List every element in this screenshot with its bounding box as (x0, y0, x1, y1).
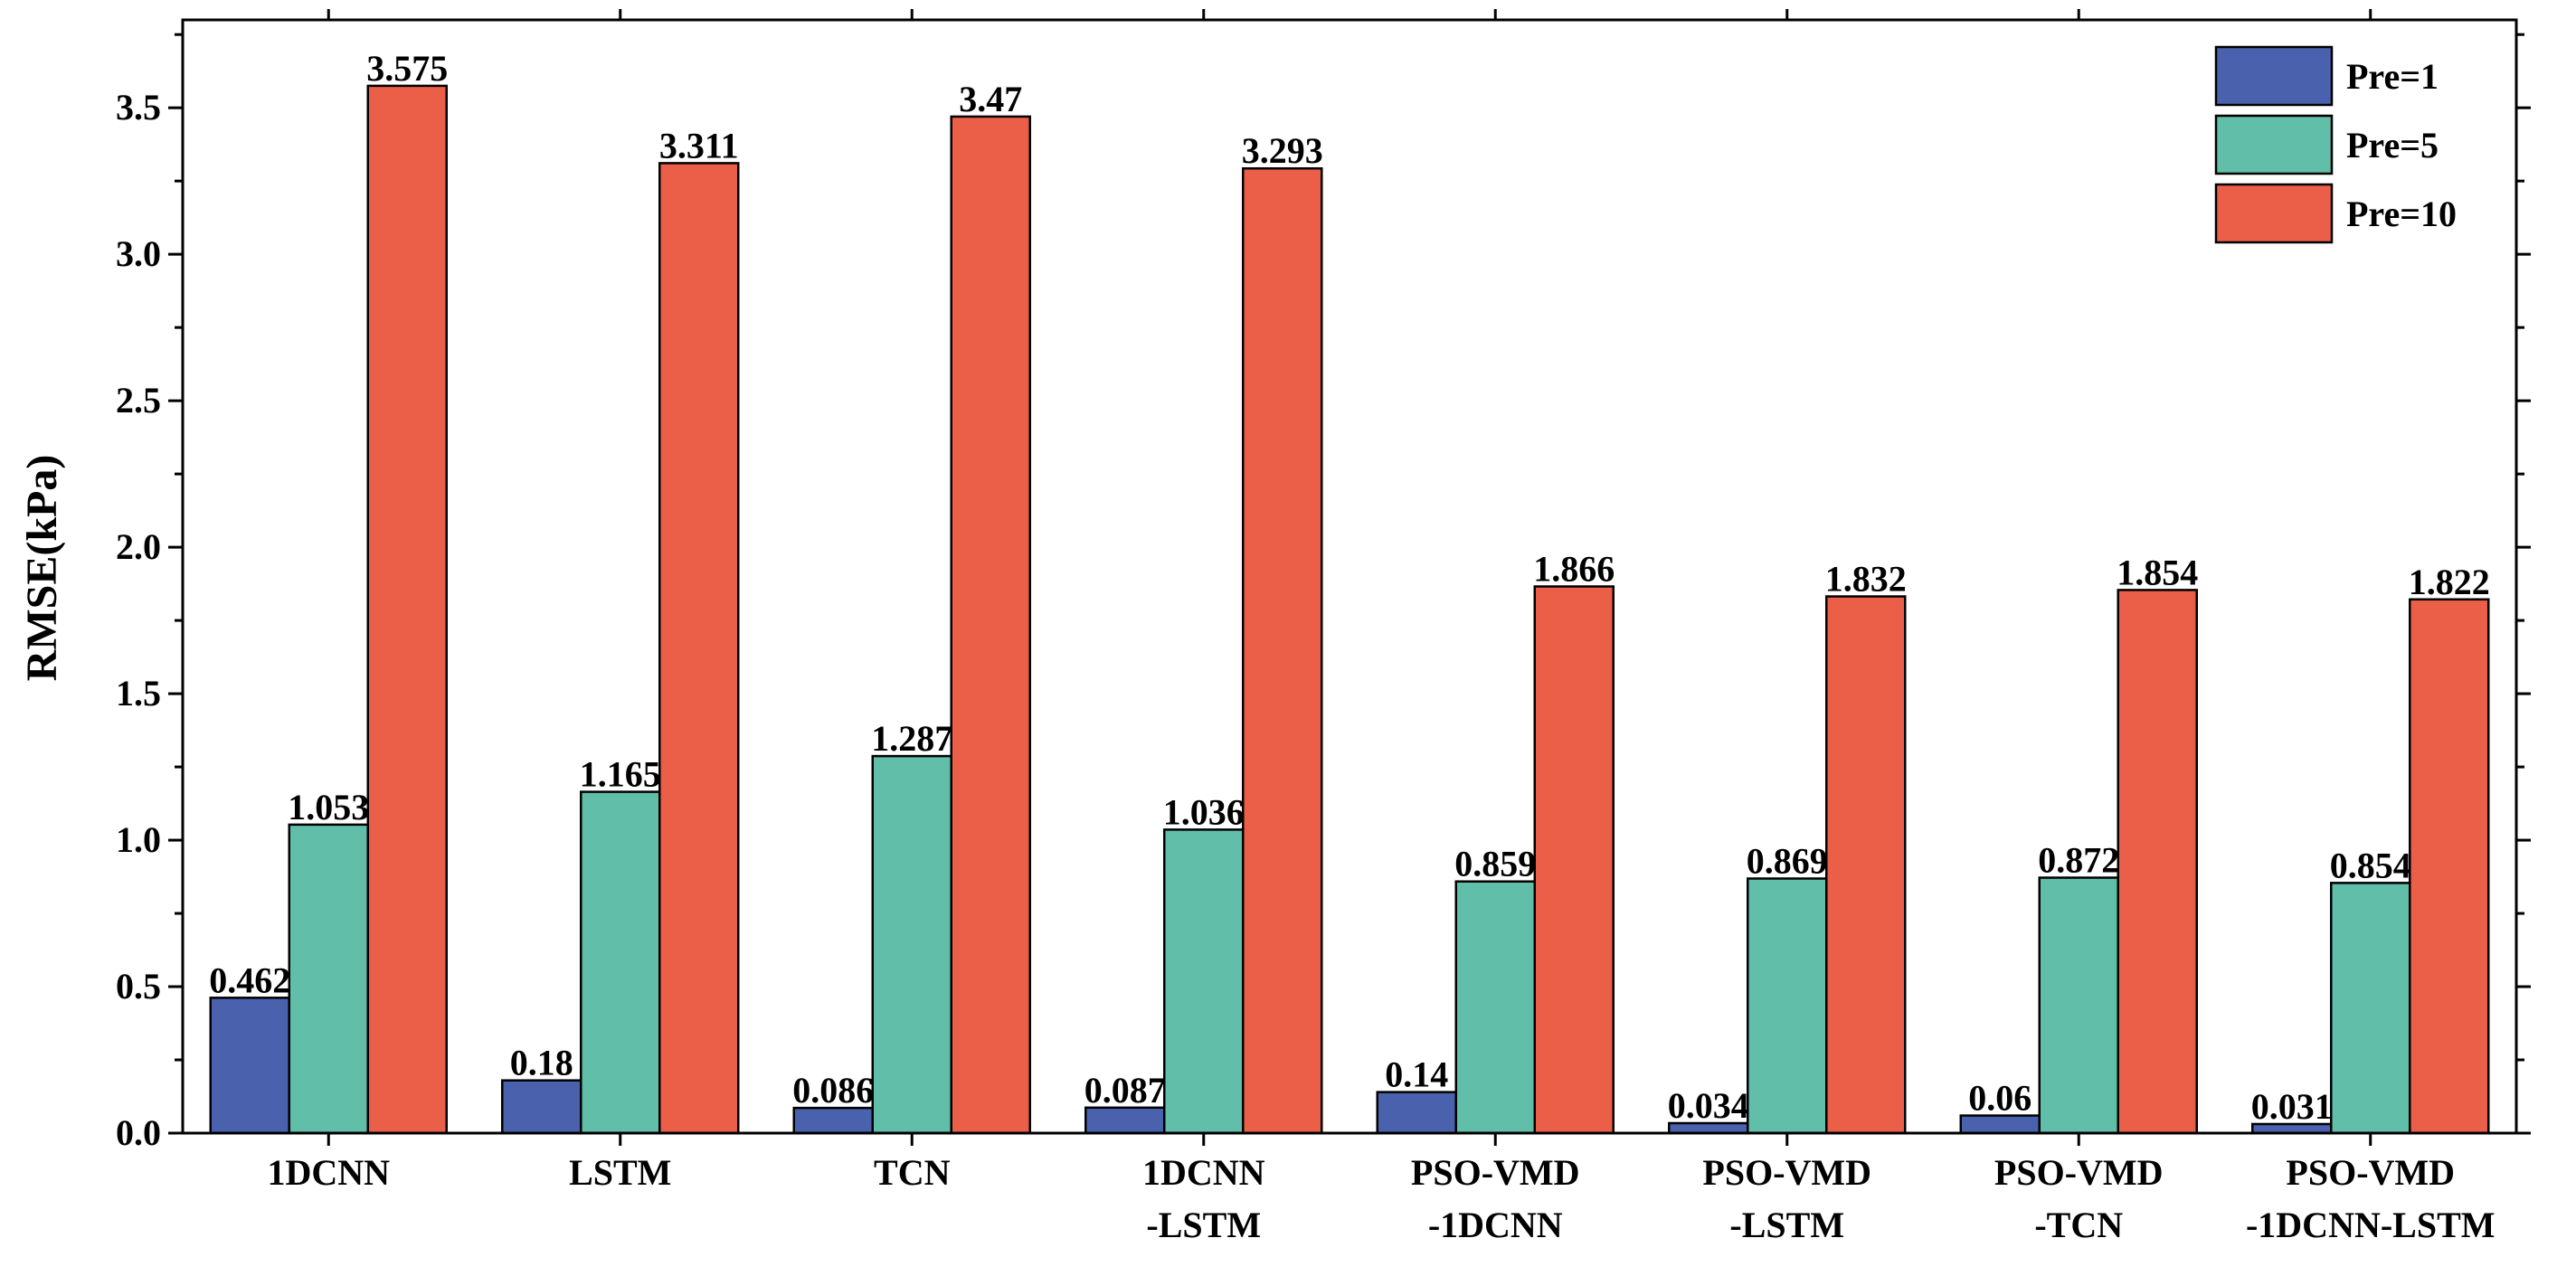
data-label-pre1-3: 0.086 (792, 1070, 874, 1111)
legend-swatch-2 (2214, 114, 2334, 175)
y-tick-label-5: 2.0 (116, 526, 161, 567)
data-label-pre10-5: 1.866 (1533, 549, 1615, 590)
data-label-pre10-1: 3.575 (366, 48, 448, 89)
bars-group (209, 84, 2490, 1135)
bar-pre5-3 (871, 754, 952, 1135)
data-label-pre5-3: 1.287 (871, 718, 952, 759)
bar-pre10-7 (2117, 589, 2198, 1135)
data-label-pre10-7: 1.854 (2117, 552, 2198, 592)
data-label-pre10-8: 1.822 (2409, 562, 2490, 602)
x-category-label-line: -TCN (2034, 1205, 2123, 1245)
data-label-pre1-2: 0.18 (510, 1043, 573, 1083)
x-category-label-line: 1DCNN (1142, 1152, 1265, 1193)
data-label-pre5-1: 1.053 (288, 787, 369, 827)
y-tick-label-7: 3.0 (116, 233, 161, 274)
x-category-label-line: -LSTM (1146, 1205, 1261, 1245)
x-category-label-7: PSO-VMD -TCN (1994, 1152, 2164, 1245)
x-category-label-3: TCN (874, 1152, 951, 1193)
x-category-label-line: -LSTM (1729, 1205, 1844, 1245)
x-category-label-line: PSO-VMD (2286, 1152, 2455, 1193)
x-category-label-line: 1DCNN (267, 1152, 390, 1193)
data-label-pre1-6: 0.034 (1668, 1085, 1749, 1126)
legend-swatch-1 (2214, 45, 2334, 107)
bar-pre5-6 (1747, 877, 1828, 1135)
data-label-pre1-8: 0.031 (2251, 1086, 2333, 1127)
y-tick-label-4: 1.5 (116, 673, 161, 714)
data-label-pre1-1: 0.462 (209, 959, 290, 1000)
bar-pre10-3 (950, 115, 1031, 1135)
x-category-label-8: PSO-VMD -1DCNN-LSTM (2246, 1152, 2496, 1245)
plot-frame (181, 18, 2518, 1135)
bar-pre5-4 (1163, 828, 1245, 1135)
y-axis-title: RMSE(kPa) (18, 455, 66, 682)
x-category-label-line: PSO-VMD (1411, 1152, 1580, 1193)
bar-pre10-1 (366, 84, 448, 1135)
x-category-label-line: -1DCNN (1428, 1205, 1563, 1245)
x-category-label-5: PSO-VMD -1DCNN (1411, 1152, 1580, 1245)
legend-label-1: Pre=1 (2346, 56, 2439, 97)
data-label-pre5-2: 1.165 (580, 754, 661, 795)
legend-label-2: Pre=5 (2346, 125, 2439, 165)
x-category-label-6: PSO-VMD -LSTM (1702, 1152, 1871, 1245)
data-label-pre5-6: 0.869 (1747, 840, 1828, 881)
y-tick-label-8: 3.5 (116, 87, 161, 128)
bar-pre5-5 (1454, 880, 1536, 1135)
legend-label-3: Pre=10 (2346, 194, 2457, 234)
y-tick-label-3: 1.0 (116, 819, 161, 860)
data-labels-group: 0.462 0.18 0.086 0.087 0.14 0.034 0.06 0.031 1.0… (209, 48, 2490, 1127)
bar-pre10-8 (2409, 598, 2490, 1135)
bar-pre10-6 (1825, 595, 1907, 1135)
data-label-pre10-6: 1.832 (1825, 559, 1907, 600)
bar-pre10-5 (1533, 585, 1615, 1135)
bar-pre1-1 (209, 997, 290, 1135)
y-tick-label-1: 0.0 (116, 1112, 161, 1153)
data-label-pre5-5: 0.859 (1454, 844, 1536, 884)
bar-pre5-2 (580, 790, 661, 1135)
data-label-pre10-3: 3.47 (959, 79, 1022, 119)
data-label-pre1-5: 0.14 (1385, 1054, 1448, 1095)
bar-pre10-4 (1242, 166, 1323, 1135)
x-category-label-1: 1DCNN (267, 1152, 390, 1193)
x-category-label-2: LSTM (569, 1152, 671, 1193)
x-category-label-line: PSO-VMD (1994, 1152, 2164, 1193)
bar-pre1-5 (1376, 1091, 1457, 1135)
x-category-label-line: -1DCNN-LSTM (2246, 1205, 2496, 1245)
bar-pre1-4 (1084, 1106, 1166, 1135)
data-label-pre5-7: 0.872 (2038, 840, 2119, 881)
data-label-pre5-8: 0.854 (2330, 845, 2411, 885)
axes-group (181, 9, 2518, 1146)
bar-pre1-3 (792, 1106, 874, 1135)
data-label-pre1-4: 0.087 (1084, 1070, 1166, 1111)
x-category-label-line: LSTM (569, 1152, 671, 1193)
x-category-label-line: PSO-VMD (1702, 1152, 1871, 1193)
bar-pre1-2 (501, 1079, 582, 1135)
legend: Pre=1 Pre=5 Pre=10 (2214, 45, 2457, 244)
data-label-pre10-4: 3.293 (1242, 130, 1323, 171)
bar-pre5-8 (2330, 882, 2411, 1135)
bar-pre10-2 (658, 162, 740, 1135)
data-label-pre10-2: 3.311 (659, 125, 739, 165)
y-ticks-group: 0.0 0.5 1.0 1.5 2.0 2.5 3.0 3.5 (116, 33, 2531, 1153)
legend-swatch-3 (2214, 183, 2334, 244)
x-category-label-4: 1DCNN -LSTM (1142, 1152, 1265, 1245)
data-label-pre5-4: 1.036 (1163, 791, 1245, 832)
bar-pre5-1 (288, 823, 369, 1135)
data-label-pre1-7: 0.06 (1968, 1078, 2031, 1119)
y-tick-label-6: 2.5 (116, 380, 161, 421)
x-category-label-line: TCN (874, 1152, 951, 1193)
y-tick-label-2: 0.5 (116, 966, 161, 1007)
bar-pre5-7 (2038, 876, 2119, 1135)
